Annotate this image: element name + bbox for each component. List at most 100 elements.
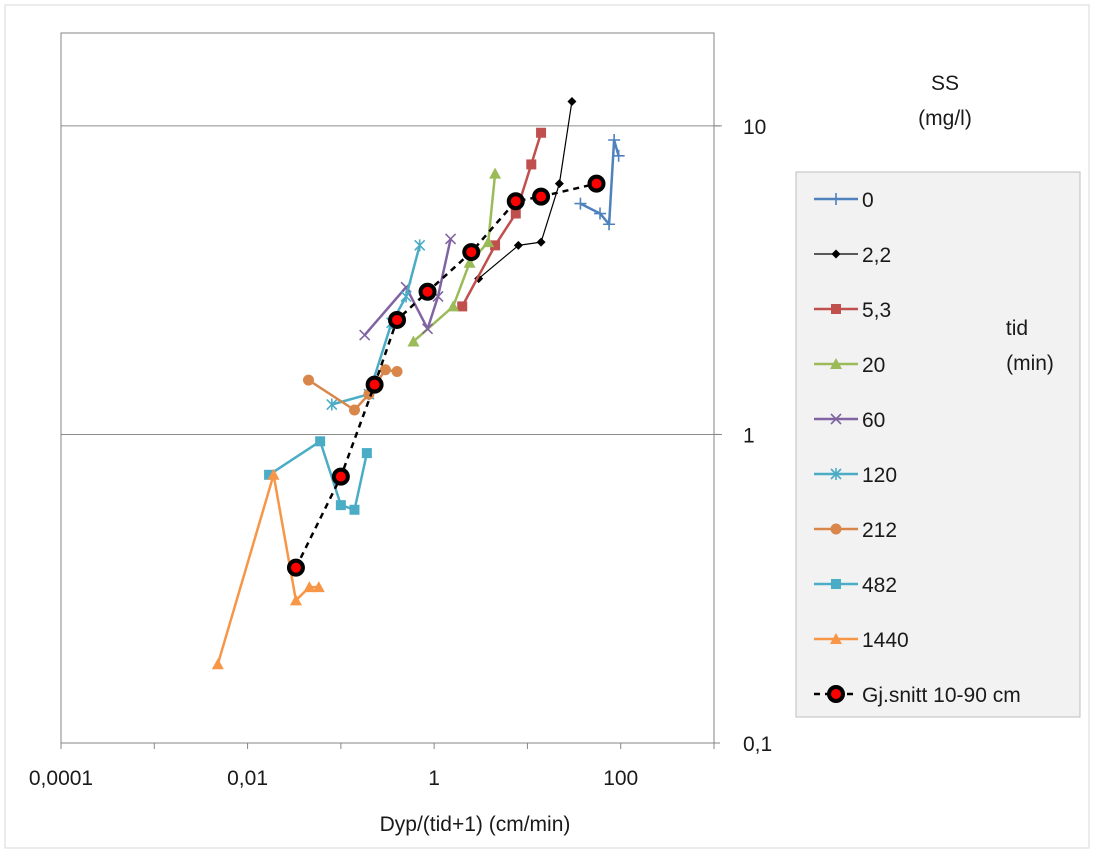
data-point	[554, 179, 564, 189]
data-point	[400, 290, 412, 303]
data-point	[510, 208, 521, 219]
data-point	[594, 207, 607, 220]
data-point	[264, 469, 275, 480]
data-point	[365, 375, 384, 394]
data-point	[532, 187, 551, 206]
legend-marker	[830, 523, 842, 535]
x-tick-label: 1	[428, 767, 440, 790]
legend-marker	[827, 685, 845, 703]
axes: 0,0001 0,01 1 100 10 1 0,1	[29, 116, 772, 790]
data-point	[463, 256, 476, 268]
data-point	[490, 240, 501, 251]
legend-label: 60	[862, 409, 885, 432]
legend-entry-212: 212	[814, 519, 897, 542]
series-gj-snitt-10-90-cm	[286, 174, 606, 577]
data-point	[267, 468, 280, 480]
series-2-2	[474, 96, 577, 284]
data-point	[603, 218, 616, 231]
data-point	[608, 134, 621, 147]
data-point	[315, 436, 326, 447]
data-point	[421, 323, 434, 335]
series-5-3	[457, 127, 547, 312]
legend-entry-2-2: 2,2	[814, 244, 891, 267]
legend-title-line2: (min)	[1006, 352, 1054, 375]
data-point	[349, 504, 360, 515]
data-point	[506, 192, 525, 211]
data-point	[418, 282, 437, 301]
data-point	[587, 174, 606, 193]
data-point	[289, 594, 302, 606]
series-0	[574, 134, 625, 231]
legend-box	[795, 171, 1081, 718]
y-tick-label: 10	[743, 116, 766, 139]
legend-label: 2,2	[862, 244, 891, 267]
legend-entry-120: 120	[814, 464, 897, 487]
gridlines	[61, 125, 722, 435]
legend-label: 120	[862, 464, 897, 487]
legend-marker	[830, 468, 842, 480]
x-tick-label: 0,0001	[29, 767, 93, 790]
legend-entry-60: 60	[814, 409, 885, 432]
legend-marker	[830, 358, 842, 369]
y-tick-label: 0,1	[743, 733, 772, 756]
data-point	[414, 239, 426, 252]
data-point	[379, 364, 391, 376]
legend-entry-gj-snitt-10-90-cm: Gj.snitt 10-90 cm	[814, 684, 1021, 707]
data-point	[612, 149, 625, 162]
x-axis-title: Dyp/(tid+1) (cm/min)	[380, 813, 571, 836]
data-point	[359, 329, 371, 341]
data-point	[513, 240, 523, 250]
legend-entry-5-3: 5,3	[814, 299, 891, 322]
data-point	[457, 301, 468, 312]
data-point	[462, 243, 481, 262]
data-point	[526, 159, 537, 170]
legend-entry-20: 20	[814, 354, 885, 377]
x-tick-label: 0,01	[227, 767, 268, 790]
legend: 0 2,2 5,3 20 60 120 212 482 1440 Gj.snitt 10-90 c…	[795, 171, 1081, 718]
legend-items: 0 2,2 5,3 20 60 120 212 482 1440 Gj.snitt 10-90 c…	[814, 189, 1021, 707]
legend-label: 482	[862, 574, 897, 597]
legend-marker	[831, 249, 841, 259]
data-point	[331, 467, 350, 486]
legend-marker	[831, 304, 841, 314]
legend-marker	[830, 413, 842, 425]
legend-label: 212	[862, 519, 897, 542]
data-point	[348, 404, 360, 416]
data-point	[536, 237, 546, 247]
series-layer	[211, 96, 625, 670]
legend-entry-0: 0	[814, 189, 874, 212]
legend-label: 5,3	[862, 299, 891, 322]
data-point	[482, 236, 495, 248]
legend-label: Gj.snitt 10-90 cm	[862, 684, 1021, 707]
legend-entry-1440: 1440	[814, 629, 909, 652]
data-point	[407, 335, 420, 347]
data-point	[489, 167, 502, 179]
legend-marker	[830, 633, 842, 644]
data-point	[536, 127, 547, 138]
data-point	[303, 374, 315, 386]
legend-label: 20	[862, 354, 885, 377]
data-point	[391, 365, 403, 377]
data-point	[361, 448, 372, 459]
data-point	[286, 558, 305, 577]
y-tick-label: 1	[743, 424, 755, 447]
y-axis-title-line1: SS	[931, 72, 959, 95]
data-point	[445, 233, 457, 245]
data-point	[312, 581, 325, 593]
legend-label: 0	[862, 189, 874, 212]
data-point	[335, 500, 346, 511]
legend-marker	[830, 193, 842, 205]
series-1440	[211, 468, 325, 670]
series-482	[264, 436, 372, 515]
data-point	[303, 581, 316, 593]
legend-title-line1: tid	[1006, 317, 1028, 340]
data-point	[574, 197, 587, 210]
x-tick-label: 100	[603, 767, 638, 790]
legend-marker	[831, 579, 841, 589]
legend-entry-482: 482	[814, 574, 897, 597]
data-point	[388, 310, 407, 329]
legend-label: 1440	[862, 629, 909, 652]
data-point	[447, 300, 460, 312]
